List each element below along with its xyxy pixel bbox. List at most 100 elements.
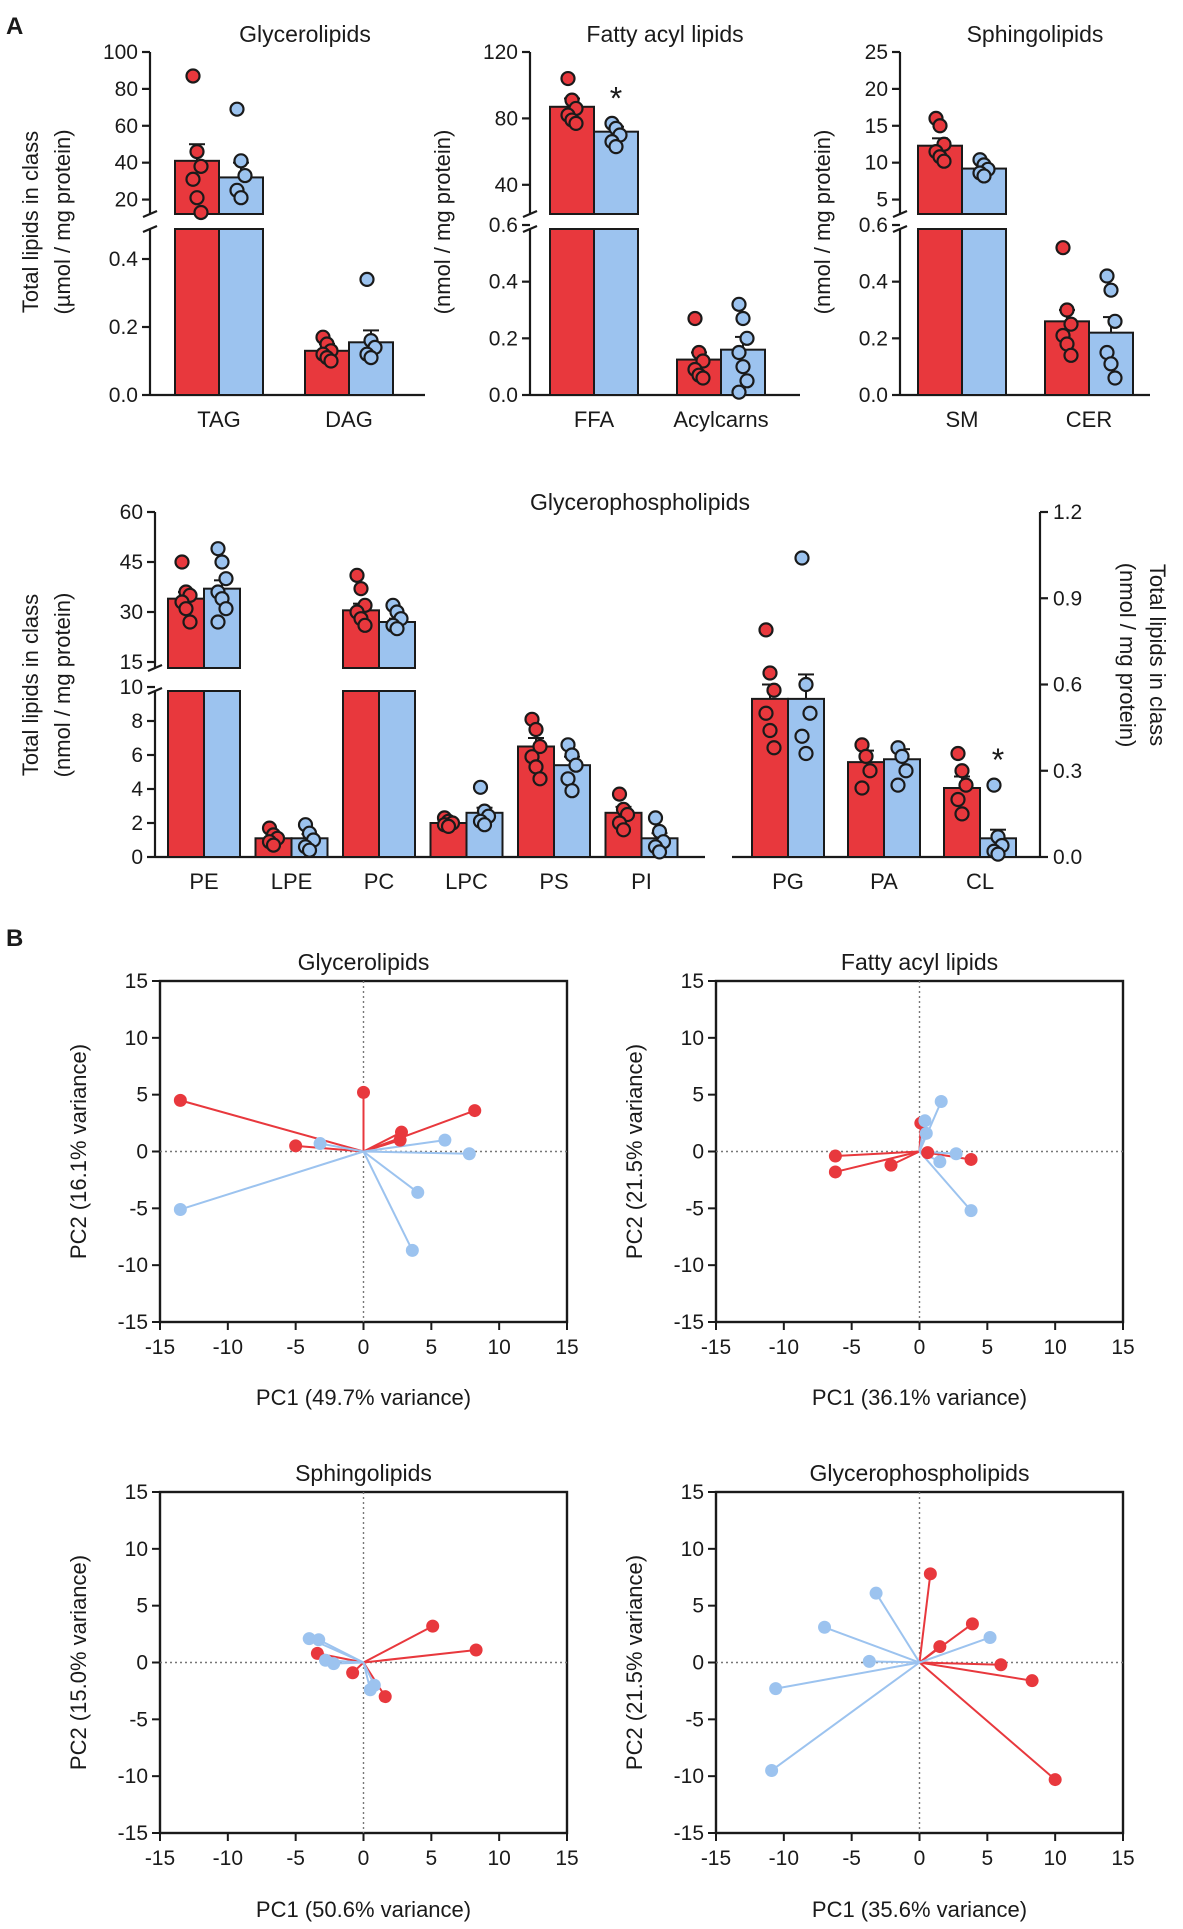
glycerolipids-bar-ylabel-line-0: Total lipids in class: [18, 131, 43, 313]
glycerophospholipids-bar-point-PC-red: [357, 617, 373, 633]
glycerolipids-bar-ytick-label: 0.4: [109, 248, 139, 271]
glycerophospholipids-bar-point-PG-red: [766, 740, 782, 756]
glycerophospholipids-pca-title: Glycerophospholipids: [810, 1460, 1030, 1486]
glycerophospholipids-bar-point-PE-blue: [218, 601, 234, 617]
fatty-acyl-pca-point-blue: [919, 1126, 933, 1140]
glycerolipids-pca-title: Glycerolipids: [298, 949, 430, 975]
glycerophospholipids-bar-point-LPE-blue: [301, 842, 318, 858]
glycerophospholipids-pca-ray-red: [918, 1661, 1056, 1781]
sphingolipids-bar-axis-break-bottom: [892, 224, 908, 234]
glycerophospholipids-bar-point-PG-blue: [798, 676, 814, 693]
glycerophospholipids-bar-ytick-label: 0: [131, 846, 143, 869]
sphingolipids-bar-ytick-label: 10: [865, 152, 888, 175]
sphingolipids-bar-ytick-label: 20: [865, 78, 888, 101]
sphingolipids-bar-point-SM-red: [932, 118, 948, 134]
glycerolipids-bar-point-TAG-blue: [229, 101, 245, 117]
glycerophospholipids-pca-ray-blue: [875, 1592, 921, 1664]
glycerophospholipids-bar-point-PE-red: [174, 554, 190, 570]
glycerophospholipids-bar-point-CL-blue: [986, 777, 1002, 793]
panel-label-b: B: [6, 925, 23, 952]
sphingolipids-pca-ytick-label: -15: [118, 1822, 148, 1845]
sphingolipids-bar-ytick-label: 15: [865, 115, 888, 138]
glycerolipids-pca-point-blue: [438, 1133, 452, 1147]
fatty-acyl-pca-xtick-label: 5: [981, 1336, 993, 1359]
fatty-acyl-bar-point-Acylcarns-blue: [739, 330, 755, 346]
glycerophospholipids-bar-ytick-label: 4: [131, 778, 143, 801]
glycerophospholipids-pca-xtick-label: 10: [1043, 1847, 1066, 1870]
fatty-acyl-pca-point-red: [964, 1152, 978, 1166]
glycerolipids-bar-ytick-label: 20: [115, 189, 138, 212]
charts-group: Glycerolipids Total lipids in class (µmol …: [18, 21, 1170, 1922]
glycerolipids-pca-ray-red: [295, 1144, 364, 1153]
sphingolipids-bar-axis-break-top: [892, 209, 908, 219]
glycerolipids-pca-xtick-label: 10: [487, 1336, 510, 1359]
glycerolipids-pca-xtick-label: -15: [145, 1336, 175, 1359]
glycerophospholipids-bar-point-PE-blue: [218, 571, 234, 587]
glycerophospholipids-bar-bar-PC-red-lower: [342, 690, 380, 858]
sphingolipids-bar-point-SM-red: [936, 153, 952, 169]
sphingolipids-bar-bar-SM-blue-lower: [961, 228, 1007, 396]
glycerophospholipids-bar-point-CL-red: [958, 777, 974, 793]
glycerolipids-pca-point-blue: [173, 1202, 187, 1216]
sphingolipids-pca-xlabel: PC1 (50.6% variance): [256, 1897, 471, 1922]
glycerolipids-pca-point-blue: [462, 1147, 476, 1161]
glycerophospholipids-pca-point-red: [965, 1617, 979, 1631]
sphingolipids-pca-point-blue: [327, 1657, 341, 1671]
glycerophospholipids-bar-point-PG-blue: [802, 705, 818, 721]
glycerophospholipids-pca-xtick-label: 5: [981, 1847, 993, 1870]
glycerolipids-pca-xlabel: PC1 (49.7% variance): [256, 1385, 471, 1410]
glycerophospholipids-bar-ytick-label: 6: [131, 744, 143, 767]
glycerophospholipids-bar-point-PG-red: [766, 682, 782, 698]
glycerolipids-bar-category-label: DAG: [325, 407, 373, 432]
glycerophospholipids-pca-ytick-label: -10: [674, 1765, 704, 1788]
sphingolipids-pca-ytick-label: 5: [136, 1595, 148, 1618]
fatty-acyl-bar-category-label: Acylcarns: [673, 407, 768, 432]
glycerophospholipids-pca-point-blue: [869, 1586, 883, 1600]
sphingolipids-pca-ytick-label: 10: [125, 1538, 148, 1561]
sphingolipids-bar-point-CER-red: [1063, 347, 1079, 363]
fatty-acyl-pca-point-blue: [949, 1147, 963, 1161]
glycerophospholipids-pca-ray-red: [918, 1573, 932, 1663]
sphingolipids-pca-xtick-label: -5: [286, 1847, 305, 1870]
fatty-acyl-pca-point-red: [828, 1149, 842, 1163]
sphingolipids-bar-ytick-label: 0.6: [859, 214, 888, 237]
glycerophospholipids-bar-bar-PG-red: [751, 697, 789, 858]
glycerophospholipids-pca-ytick-label: -15: [674, 1822, 704, 1845]
glycerophospholipids-bar-point-PA-red: [858, 748, 874, 764]
glycerophospholipids-bar-ytick-right-label: 0.0: [1053, 846, 1082, 869]
glycerophospholipids-bar-point-PI-blue: [647, 810, 664, 826]
fatty-acyl-pca-ray-red: [835, 1150, 920, 1158]
glycerophospholipids-bar-category-label: PA: [870, 869, 898, 894]
glycerophospholipids-bar-point-PE-blue: [210, 614, 226, 630]
glycerophospholipids-bar-point-PG-red: [758, 705, 774, 721]
glycerophospholipids-bar-point-PA-red: [854, 780, 870, 796]
glycerolipids-pca-ray-blue: [363, 1139, 446, 1153]
glycerophospholipids-pca-ytick-label: 15: [681, 1481, 704, 1504]
sphingolipids-pca-ray-blue: [318, 1638, 364, 1664]
glycerolipids-pca-point-blue: [313, 1137, 327, 1151]
fatty-acyl-pca-xtick-label: -10: [769, 1336, 799, 1359]
glycerophospholipids-pca-xtick-label: 0: [914, 1847, 926, 1870]
sphingolipids-pca-xtick-label: -10: [213, 1847, 243, 1870]
glycerophospholipids-bar-point-LPC-blue: [472, 779, 489, 795]
glycerophospholipids-pca-ytick-label: 10: [681, 1538, 704, 1561]
sphingolipids-bar-point-CER-red: [1055, 240, 1071, 256]
glycerophospholipids-bar-category-label: PS: [539, 869, 568, 894]
glycerophospholipids-bar-ytick-right-label: 1.2: [1053, 501, 1082, 524]
glycerolipids-bar-point-TAG-red: [185, 68, 201, 84]
sphingolipids-bar-title: Sphingolipids: [967, 21, 1104, 47]
fatty-acyl-bar-point-Acylcarns-blue: [731, 344, 747, 361]
glycerolipids-pca-point-red: [173, 1093, 187, 1107]
glycerophospholipids-bar-ytick-right-label: 0.3: [1053, 760, 1082, 783]
sphingolipids-bar-ylabel-line-0: (nmol / mg protein): [810, 130, 835, 315]
fatty-acyl-pca-ytick-label: -5: [685, 1197, 704, 1220]
fatty-acyl-bar-axis-break-bottom: [522, 224, 538, 234]
glycerophospholipids-bar-point-CL-red: [954, 806, 970, 822]
glycerophospholipids-pca-xtick-label: -10: [769, 1847, 799, 1870]
glycerolipids-pca-ytick-label: -5: [129, 1197, 148, 1220]
glycerophospholipids-bar-point-PS-red: [532, 771, 548, 787]
sphingolipids-pca-point-red: [378, 1690, 392, 1704]
glycerophospholipids-bar-point-LPE-red: [265, 837, 282, 853]
glycerolipids-bar-ytick-label: 60: [115, 115, 138, 138]
sphingolipids-pca-ray-red: [363, 1649, 477, 1664]
